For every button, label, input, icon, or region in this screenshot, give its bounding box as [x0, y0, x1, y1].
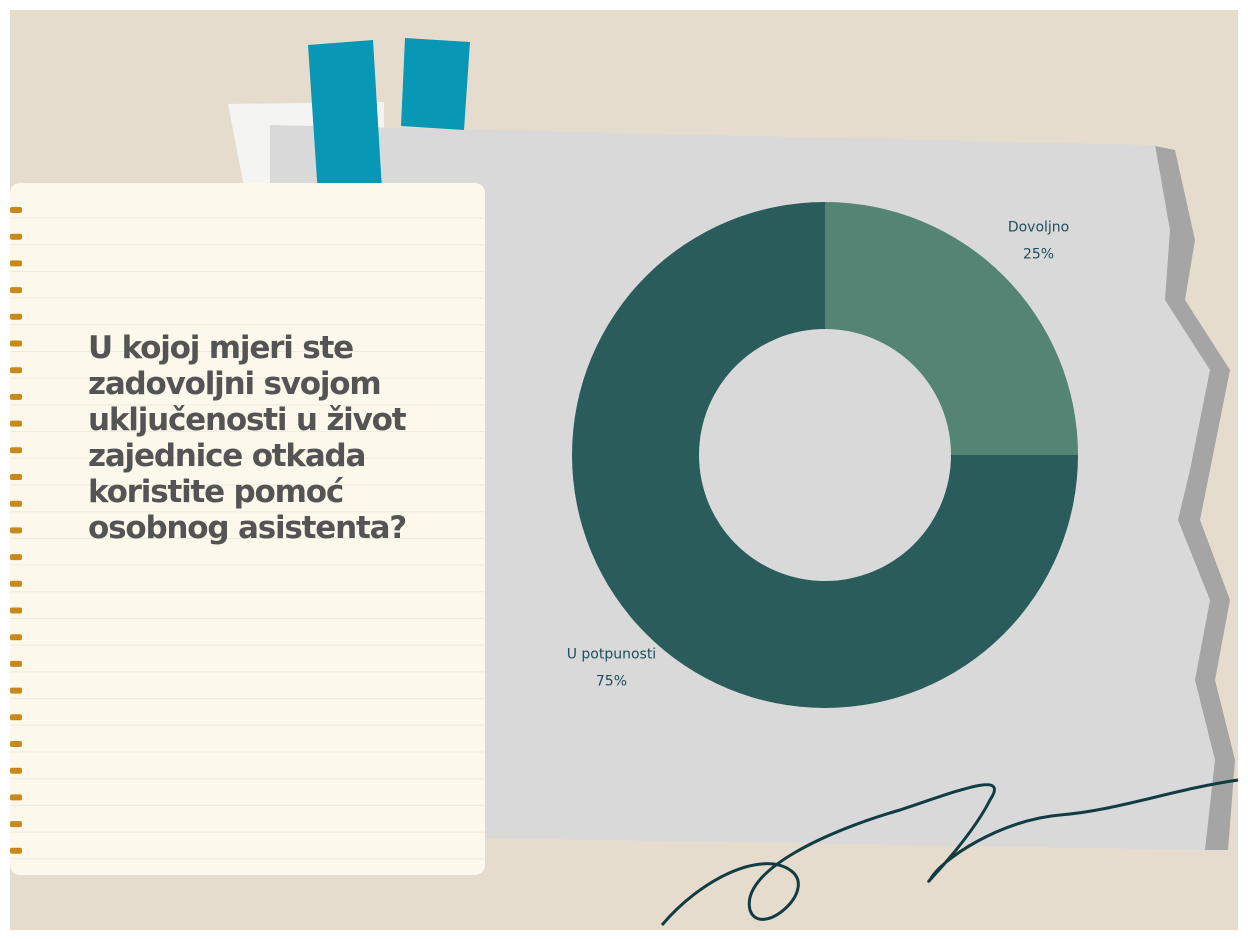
segment-label: Dovoljno [1008, 219, 1069, 235]
binding-hole [10, 821, 22, 828]
binding-hole [10, 554, 22, 561]
binding-hole [10, 447, 22, 454]
value-label: 25% [1023, 246, 1054, 262]
binding-hole [10, 420, 22, 427]
donut-segment [572, 202, 1078, 708]
binding-hole [10, 500, 22, 507]
binding-hole [10, 313, 22, 320]
binding-hole [10, 847, 22, 854]
binding-hole [10, 660, 22, 667]
binding-hole [10, 741, 22, 747]
binding-hole [10, 527, 22, 534]
question-title: U kojoj mjeri ste zadovoljni svojom uklj… [88, 330, 407, 546]
value-label: 75% [596, 674, 627, 690]
segment-label: U potpunosti [567, 647, 657, 663]
donut: Dovoljno 25% U potpunosti 75% [567, 202, 1078, 708]
binding-hole [10, 207, 22, 213]
binding-hole [10, 607, 22, 614]
binding-hole [10, 393, 22, 400]
binding-hole [10, 367, 22, 374]
binding-hole [10, 634, 22, 641]
squiggle [660, 778, 1239, 926]
binding-hole [10, 474, 22, 480]
binding-hole [10, 714, 22, 721]
binding-hole [10, 260, 22, 267]
binding-hole [10, 794, 22, 801]
notebook [10, 183, 485, 875]
tape [308, 40, 382, 195]
binding-hole [10, 687, 22, 694]
binding-hole [10, 580, 22, 587]
tape [401, 38, 470, 130]
binding-hole [10, 233, 22, 240]
binding-hole [10, 287, 22, 294]
donut-segment [825, 202, 1078, 455]
notebook-lines [10, 207, 485, 860]
binding-hole [10, 767, 22, 774]
binding-hole [10, 340, 22, 347]
